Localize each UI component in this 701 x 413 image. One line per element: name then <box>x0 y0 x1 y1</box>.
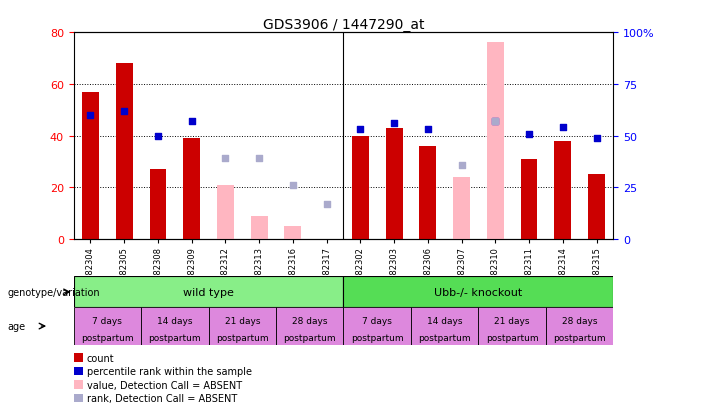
Point <box>152 133 163 140</box>
Bar <box>419 147 436 240</box>
Point <box>557 125 569 131</box>
Bar <box>116 64 132 240</box>
Point <box>321 201 332 208</box>
Point <box>186 119 197 125</box>
Text: postpartum: postpartum <box>418 333 471 342</box>
Bar <box>74 354 83 362</box>
Point <box>422 127 433 133</box>
Bar <box>521 159 538 240</box>
Bar <box>74 380 83 389</box>
Bar <box>478 308 546 345</box>
Bar <box>285 227 301 240</box>
Text: wild type: wild type <box>183 287 234 297</box>
Point <box>254 156 265 162</box>
Text: 7 days: 7 days <box>362 316 392 325</box>
Text: postpartum: postpartum <box>81 333 134 342</box>
Bar <box>217 185 234 240</box>
Text: 28 days: 28 days <box>562 316 597 325</box>
Bar <box>149 170 166 240</box>
Text: value, Detection Call = ABSENT: value, Detection Call = ABSENT <box>87 380 242 389</box>
Text: 7 days: 7 days <box>93 316 122 325</box>
Point <box>490 119 501 125</box>
Point <box>118 108 130 115</box>
Point <box>591 135 602 142</box>
Text: 28 days: 28 days <box>292 316 327 325</box>
Bar <box>546 308 613 345</box>
Text: age: age <box>7 321 25 331</box>
Bar <box>74 394 83 402</box>
Bar <box>141 308 209 345</box>
Bar <box>251 216 268 240</box>
Bar <box>74 367 83 375</box>
Bar <box>82 93 99 240</box>
Text: 21 days: 21 days <box>224 316 260 325</box>
Bar <box>74 277 343 308</box>
Bar <box>209 308 276 345</box>
Bar <box>276 308 343 345</box>
Point <box>456 162 467 169</box>
Text: postpartum: postpartum <box>553 333 606 342</box>
Point <box>524 131 535 138</box>
Text: postpartum: postpartum <box>216 333 268 342</box>
Text: Ubb-/- knockout: Ubb-/- knockout <box>435 287 522 297</box>
Point <box>220 156 231 162</box>
Text: genotype/variation: genotype/variation <box>7 287 100 297</box>
Bar <box>352 136 369 240</box>
Bar <box>183 139 200 240</box>
Bar <box>386 128 402 240</box>
Bar <box>554 141 571 240</box>
Bar <box>588 175 605 240</box>
Text: 14 days: 14 days <box>157 316 193 325</box>
Text: postpartum: postpartum <box>283 333 336 342</box>
Point <box>287 183 299 189</box>
Text: rank, Detection Call = ABSENT: rank, Detection Call = ABSENT <box>87 393 237 403</box>
Bar <box>453 178 470 240</box>
Title: GDS3906 / 1447290_at: GDS3906 / 1447290_at <box>263 18 424 32</box>
Text: 14 days: 14 days <box>427 316 463 325</box>
Bar <box>343 277 613 308</box>
Text: count: count <box>87 353 114 363</box>
Bar <box>343 308 411 345</box>
Text: 21 days: 21 days <box>494 316 530 325</box>
Bar <box>411 308 478 345</box>
Point <box>85 112 96 119</box>
Bar <box>487 43 504 240</box>
Text: postpartum: postpartum <box>486 333 538 342</box>
Text: postpartum: postpartum <box>149 333 201 342</box>
Point <box>490 119 501 125</box>
Point <box>355 127 366 133</box>
Point <box>388 121 400 127</box>
Text: percentile rank within the sample: percentile rank within the sample <box>87 366 252 376</box>
Text: postpartum: postpartum <box>351 333 404 342</box>
Bar <box>74 308 141 345</box>
